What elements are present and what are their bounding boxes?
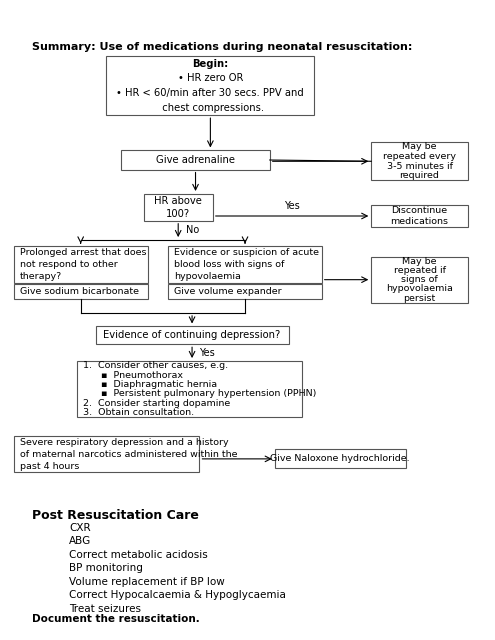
Text: medications: medications xyxy=(391,217,448,226)
Text: of maternal narcotics administered within the: of maternal narcotics administered withi… xyxy=(20,450,237,459)
Text: • HR < 60/min after 30 secs. PPV and: • HR < 60/min after 30 secs. PPV and xyxy=(116,88,304,98)
FancyBboxPatch shape xyxy=(168,284,322,299)
Text: 1.  Consider other causes, e.g.: 1. Consider other causes, e.g. xyxy=(83,361,228,370)
Text: ABG: ABG xyxy=(69,536,92,547)
Text: Post Resuscitation Care: Post Resuscitation Care xyxy=(32,509,199,522)
FancyBboxPatch shape xyxy=(14,246,148,283)
Text: signs of: signs of xyxy=(401,275,438,284)
Text: Prolonged arrest that does: Prolonged arrest that does xyxy=(20,248,147,257)
Text: No: No xyxy=(186,225,199,236)
Text: 3.  Obtain consultation.: 3. Obtain consultation. xyxy=(83,408,194,417)
FancyBboxPatch shape xyxy=(371,205,468,227)
FancyBboxPatch shape xyxy=(371,142,468,180)
Text: HR above: HR above xyxy=(154,196,202,205)
Text: Give adrenaline: Give adrenaline xyxy=(156,155,235,165)
Text: ▪  Persistent pulmonary hypertension (PPHN): ▪ Persistent pulmonary hypertension (PPH… xyxy=(83,389,316,398)
Text: blood loss with signs of: blood loss with signs of xyxy=(174,260,285,269)
Text: Give Naloxone hydrochloride.: Give Naloxone hydrochloride. xyxy=(270,454,410,463)
FancyBboxPatch shape xyxy=(371,257,468,303)
FancyBboxPatch shape xyxy=(121,150,270,170)
Text: CXR: CXR xyxy=(69,523,91,533)
Text: Give volume expander: Give volume expander xyxy=(174,287,282,296)
Text: Begin:: Begin: xyxy=(192,59,229,68)
Text: required: required xyxy=(399,171,440,180)
Text: hypovolaemia: hypovolaemia xyxy=(386,284,453,293)
Text: Correct Hypocalcaemia & Hypoglycaemia: Correct Hypocalcaemia & Hypoglycaemia xyxy=(69,590,286,600)
FancyBboxPatch shape xyxy=(275,449,406,468)
Text: May be: May be xyxy=(402,142,437,152)
FancyBboxPatch shape xyxy=(77,361,302,417)
FancyBboxPatch shape xyxy=(14,436,199,472)
Text: Treat seizures: Treat seizures xyxy=(69,604,141,614)
Text: ▪  Pneumothorax: ▪ Pneumothorax xyxy=(83,371,183,380)
Text: past 4 hours: past 4 hours xyxy=(20,462,79,471)
Text: Volume replacement if BP low: Volume replacement if BP low xyxy=(69,577,225,587)
Text: Yes: Yes xyxy=(199,348,215,358)
Text: May be: May be xyxy=(402,257,437,266)
FancyBboxPatch shape xyxy=(106,56,314,115)
Text: Summary: Use of medications during neonatal resuscitation:: Summary: Use of medications during neona… xyxy=(32,42,412,52)
Text: Severe respiratory depression and a history: Severe respiratory depression and a hist… xyxy=(20,438,228,447)
Text: Evidence or suspicion of acute: Evidence or suspicion of acute xyxy=(174,248,319,257)
Text: ▪  Diaphragmatic hernia: ▪ Diaphragmatic hernia xyxy=(83,380,217,389)
Text: Evidence of continuing depression?: Evidence of continuing depression? xyxy=(103,330,281,340)
Text: Yes: Yes xyxy=(284,201,300,211)
Text: BP monitoring: BP monitoring xyxy=(69,563,143,573)
Text: 100?: 100? xyxy=(166,209,190,219)
Text: Correct metabolic acidosis: Correct metabolic acidosis xyxy=(69,550,208,560)
FancyBboxPatch shape xyxy=(144,194,213,221)
Text: repeated every: repeated every xyxy=(383,152,456,161)
Text: Give sodium bicarbonate: Give sodium bicarbonate xyxy=(20,287,139,296)
Text: hypovolaemia: hypovolaemia xyxy=(174,272,241,282)
Text: repeated if: repeated if xyxy=(394,266,446,275)
FancyBboxPatch shape xyxy=(14,284,148,299)
Text: therapy?: therapy? xyxy=(20,272,62,282)
Text: not respond to other: not respond to other xyxy=(20,260,117,269)
Text: • HR zero OR: • HR zero OR xyxy=(178,74,243,83)
Text: 3-5 minutes if: 3-5 minutes if xyxy=(387,161,452,171)
FancyBboxPatch shape xyxy=(168,246,322,283)
FancyBboxPatch shape xyxy=(96,326,289,344)
Text: 2.  Consider starting dopamine: 2. Consider starting dopamine xyxy=(83,399,230,408)
Text: Document the resuscitation.: Document the resuscitation. xyxy=(32,614,200,625)
Text: persist: persist xyxy=(403,294,436,303)
Text: chest compressions.: chest compressions. xyxy=(156,103,264,113)
Text: Discontinue: Discontinue xyxy=(392,206,447,215)
